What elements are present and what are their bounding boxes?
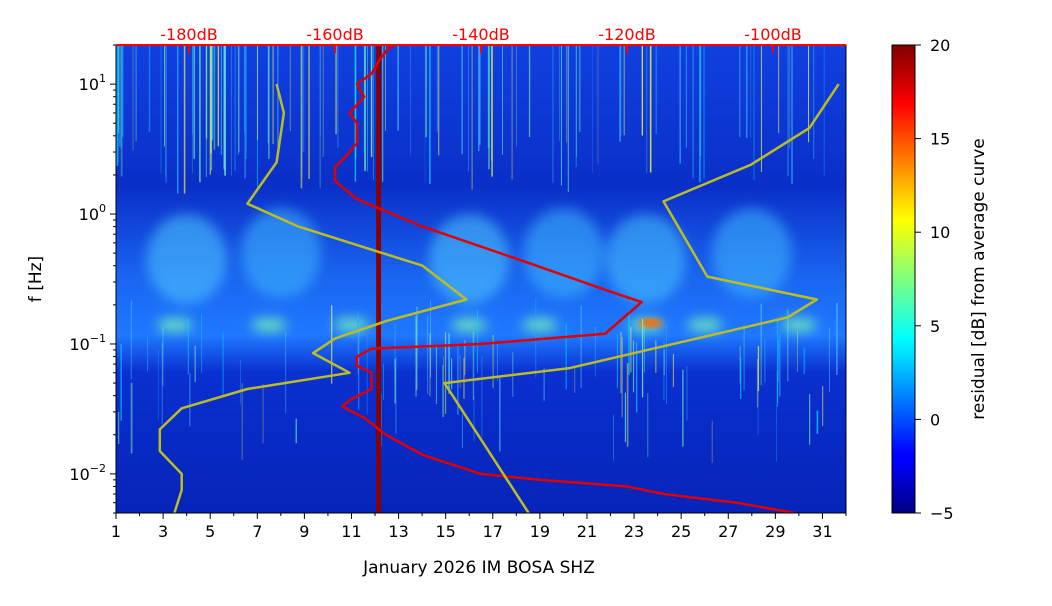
top-tick-label: -140dB [452, 25, 509, 44]
x-tick-label: 7 [252, 522, 262, 541]
x-tick-label: 1 [111, 522, 121, 541]
series-noise-model-low [158, 83, 468, 513]
series-noise-model-high [443, 83, 840, 513]
y-axis: 10−2 10−1 100 101 [69, 44, 116, 514]
x-tick-label: 9 [299, 522, 309, 541]
x-axis: 1 3 5 7 9 11 13 15 17 19 21 23 25 27 29 31 [111, 513, 847, 541]
series-average-psd [333, 45, 796, 513]
colorbar-tick-label: 10 [930, 223, 950, 242]
top-tick-label: -120dB [598, 25, 655, 44]
y-tick-label: 101 [79, 72, 106, 94]
x-tick-label: 19 [530, 522, 550, 541]
colorbar-tick-label: 15 [930, 130, 950, 149]
y-tick-label: 100 [79, 202, 106, 224]
x-tick-label: 13 [388, 522, 408, 541]
x-tick-label: 3 [158, 522, 168, 541]
top-tick-label: -180dB [160, 25, 217, 44]
colorbar-tick-label: −5 [930, 504, 954, 523]
spectrogram-heatmap [116, 45, 846, 513]
colorbar-tick-label: 20 [930, 36, 950, 55]
x-tick-label: 25 [671, 522, 691, 541]
x-tick-label: 31 [812, 522, 832, 541]
x-tick-label: 15 [435, 522, 455, 541]
colorbar: −5 0 5 10 15 20 residual [dB] from average cu… [891, 36, 989, 523]
x-tick-label: 21 [577, 522, 597, 541]
top-tick-label: -160dB [306, 25, 363, 44]
x-tick-label: 27 [718, 522, 738, 541]
top-db-axis: -180dB -160dB -140dB -120dB -100dB [160, 25, 802, 53]
y-axis-label: f [Hz] [26, 256, 46, 302]
y-tick-label: 10−2 [69, 462, 106, 484]
colorbar-tick-label: 5 [930, 317, 940, 336]
x-axis-label: January 2026 IM BOSA SHZ [362, 558, 595, 578]
x-tick-label: 11 [341, 522, 361, 541]
colorbar-label: residual [dB] from average curve [969, 138, 989, 419]
x-tick-label: 29 [765, 522, 785, 541]
x-tick-label: 17 [483, 522, 503, 541]
x-tick-label: 23 [624, 522, 644, 541]
colorbar-gradient [891, 44, 916, 514]
colorbar-tick-label: 0 [930, 410, 940, 429]
top-tick-label: -100dB [744, 25, 801, 44]
y-tick-label: 10−1 [69, 332, 106, 354]
x-tick-label: 5 [205, 522, 215, 541]
